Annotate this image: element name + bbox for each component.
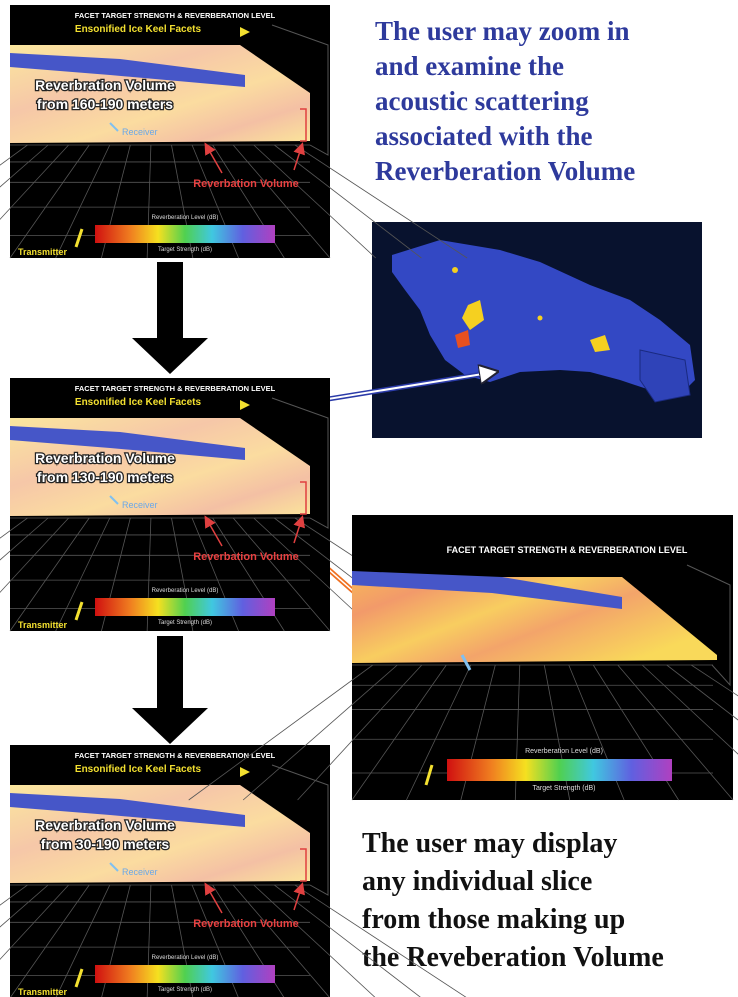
caption-top-line: The user may zoom in [375, 16, 630, 46]
receiver-label: Receiver [122, 867, 158, 877]
caption-bottom-line: The user may display [362, 828, 617, 859]
volume-label: from 160-190 meters [37, 96, 173, 112]
facets-label: Ensonified Ice Keel Facets [75, 24, 202, 35]
volume-label: from 130-190 meters [37, 469, 173, 485]
facets-label: Ensonified Ice Keel Facets [75, 764, 202, 775]
transmitter-label: Transmitter [18, 247, 68, 257]
colorbar-subtitle: Target Strength (dB) [158, 247, 212, 253]
caption-top-line: Reverberation Volume [375, 156, 635, 186]
caption-top-line: acoustic scattering [375, 86, 589, 116]
colorbar-title: Reverberation Level (dB) [525, 748, 603, 755]
colorbar [95, 225, 275, 243]
receiver-label: Receiver [122, 127, 158, 137]
colorbar [447, 759, 672, 781]
colorbar-title: Reverberation Level (dB) [152, 955, 219, 961]
colorbar-title: Reverberation Level (dB) [152, 588, 219, 594]
colorbar-title: Reverberation Level (dB) [152, 215, 219, 221]
receiver-label: Receiver [122, 500, 158, 510]
colorbar [95, 598, 275, 616]
reverb-label: Reverbation Volume [193, 918, 299, 930]
volume-label: from 30-190 meters [41, 836, 170, 852]
page: {"caption_top": ["The user may zoom in",… [0, 0, 738, 997]
flow-arrow [132, 262, 208, 374]
transmitter-label: Transmitter [18, 987, 68, 997]
colorbar [95, 965, 275, 983]
caption-bottom-line: from those making up [362, 904, 625, 935]
colorbar-subtitle: Target Strength (dB) [158, 620, 212, 626]
volume-label: Reverbration Volume [35, 817, 175, 833]
transmitter-label: Transmitter [18, 620, 68, 630]
panel-title: FACET TARGET STRENGTH & REVERBERATION LE… [447, 545, 688, 555]
panel-title: FACET TARGET STRENGTH & REVERBERATION LE… [75, 11, 276, 20]
caption-top-line: and examine the [375, 51, 564, 81]
facets-label: Ensonified Ice Keel Facets [75, 397, 202, 408]
colorbar-subtitle: Target Strength (dB) [158, 987, 212, 993]
figure: The user may zoom in and examine the acous… [0, 0, 738, 997]
flow-arrow [132, 636, 208, 744]
caption-bottom-line: the Reveberation Volume [362, 942, 664, 973]
caption-top-line: associated with the [375, 121, 593, 151]
captions: The user may zoom in and examine the acous… [362, 16, 664, 973]
caption-bottom-line: any individual slice [362, 866, 592, 897]
reverb-label: Reverbation Volume [193, 551, 299, 563]
reverb-label: Reverbation Volume [193, 178, 299, 190]
colorbar-subtitle: Target Strength (dB) [532, 785, 595, 792]
scattering-image [372, 222, 702, 438]
volume-label: Reverbration Volume [35, 450, 175, 466]
volume-label: Reverbration Volume [35, 77, 175, 93]
panel-title: FACET TARGET STRENGTH & REVERBERATION LE… [75, 384, 276, 393]
